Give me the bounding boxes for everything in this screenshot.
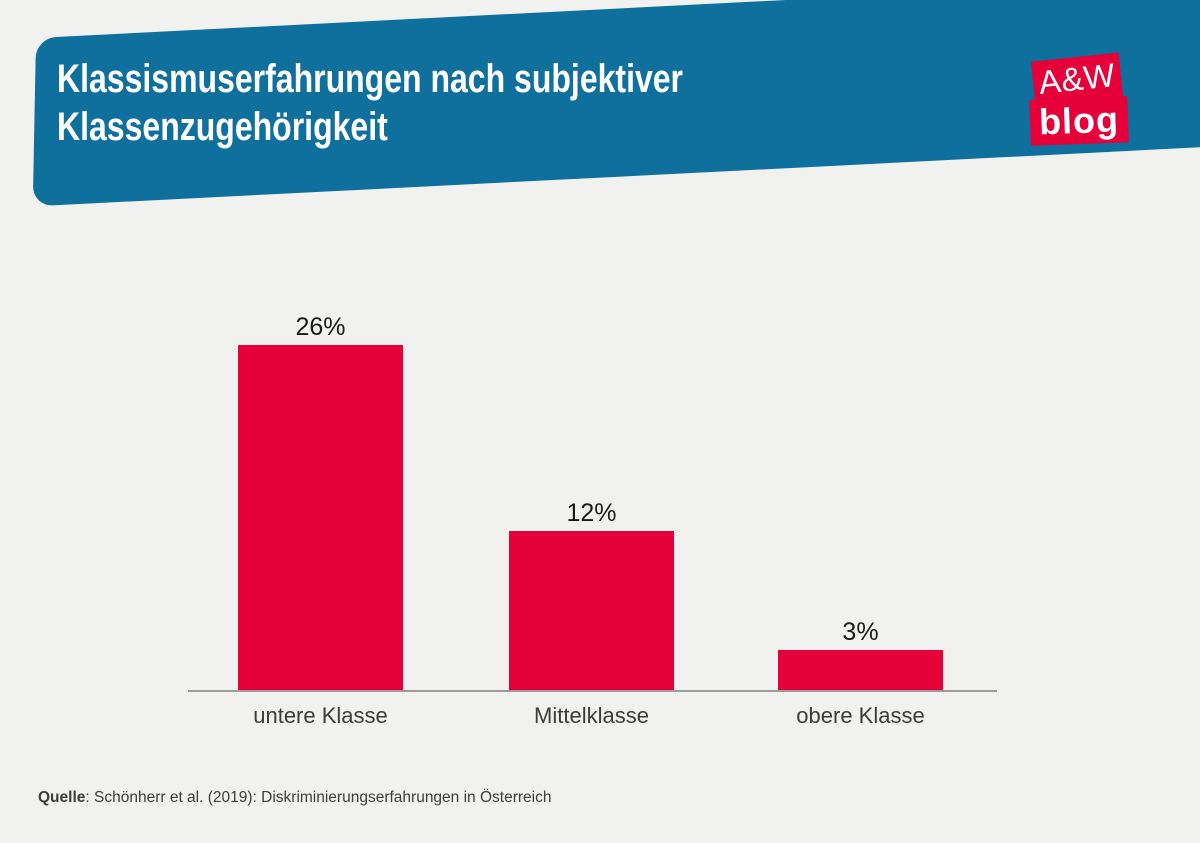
x-axis-label-untere-klasse: untere Klasse <box>253 703 388 728</box>
x-axis-label-mittelklasse: Mittelklasse <box>534 703 649 728</box>
bar-group-mittelklasse: 12% <box>509 498 674 690</box>
bar-mittelklasse <box>509 530 674 690</box>
source-text: : Schönherr et al. (2019): Diskriminieru… <box>85 789 552 806</box>
bar-group-untere-klasse: 26% <box>238 315 403 690</box>
x-axis-label-obere-klasse: obere Klasse <box>796 703 925 728</box>
source-prefix: Quelle <box>38 789 86 806</box>
source-note: Quelle: Schönherr et al. (2019): Diskrim… <box>38 789 551 807</box>
bar-obere-klasse <box>778 650 943 690</box>
page-title: Klassismuserfahrungen nach subjektiver K… <box>57 57 683 149</box>
bar-value-label: 3% <box>842 618 879 647</box>
bar-group-obere-klasse: 3% <box>778 620 943 690</box>
logo-blog-text: blog <box>1038 98 1120 143</box>
bar-value-label: 12% <box>566 498 617 527</box>
aw-blog-logo: A&W blog <box>1020 48 1170 158</box>
bar-chart: 26% 12% 3% <box>188 300 997 692</box>
logo-aw-text: A&W <box>1036 56 1117 101</box>
logo-blog-box: blog <box>1029 96 1129 146</box>
x-axis-labels: untere Klasse Mittelklasse obere Klasse <box>188 703 997 733</box>
bar-untere-klasse <box>238 345 403 690</box>
bar-value-label: 26% <box>295 313 346 341</box>
